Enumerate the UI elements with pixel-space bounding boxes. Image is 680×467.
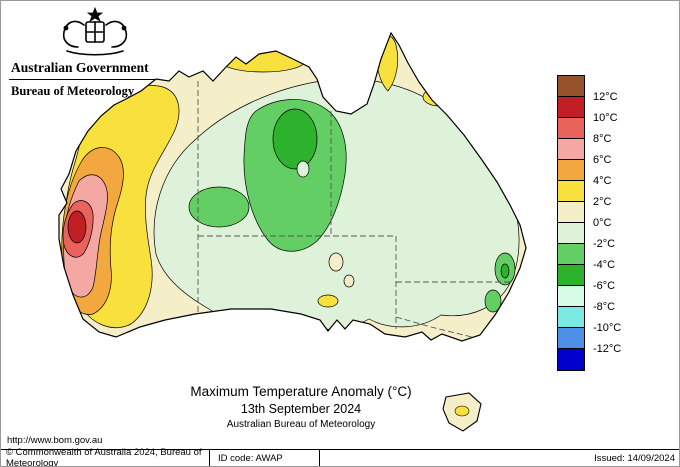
- anomaly-spot-yellow: [422, 87, 456, 107]
- temperature-legend: 12°C 10°C 8°C 6°C 4°C 2°C 0°C -2°C -4°C -6°C -8°C -…: [557, 75, 641, 371]
- legend-swatch: [558, 97, 584, 118]
- anomaly-spot-yellow: [393, 340, 413, 341]
- anomaly-spot-yellow-tasmania: [454, 405, 470, 417]
- footer-issued: Issued: 14/09/2024: [319, 450, 679, 466]
- legend-label: -2°C: [593, 238, 616, 250]
- australia-map-svg: [58, 32, 527, 432]
- map-title: Maximum Temperature Anomaly (°C): [190, 384, 412, 399]
- state-borders: [197, 81, 523, 339]
- anomaly-spot-yellow: [421, 343, 437, 353]
- footer-id-code: ID code: AWAP: [209, 450, 319, 466]
- lake-outline: [296, 160, 310, 178]
- legend-label: 0°C: [593, 217, 612, 229]
- legend-swatch: [558, 181, 584, 202]
- map-caption: Maximum Temperature Anomaly (°C) 13th Se…: [119, 384, 483, 430]
- legend-label: 8°C: [593, 133, 612, 145]
- australia-map: [31, 19, 571, 439]
- legend-swatch: [558, 202, 584, 223]
- legend-swatch: [558, 328, 584, 349]
- legend-label: -4°C: [593, 259, 616, 271]
- legend-swatch: [558, 307, 584, 328]
- legend-swatch: [558, 118, 584, 139]
- legend-swatch: [558, 286, 584, 307]
- anomaly-core-dark-green: [272, 108, 318, 170]
- legend-label: -8°C: [593, 301, 616, 313]
- legend-label: 10°C: [593, 112, 618, 124]
- anomaly-region-green-center: [188, 186, 250, 228]
- legend-bar: [557, 75, 585, 371]
- anomaly-region-green-north: [243, 99, 347, 252]
- coat-of-arms-icon: [62, 6, 128, 56]
- bom-url: http://www.bom.gov.au: [7, 435, 103, 446]
- map-date: 13th September 2024: [240, 402, 362, 416]
- legend-swatch: [558, 244, 584, 265]
- legend-swatch: [558, 160, 584, 181]
- agency-title: Bureau of Meteorology: [11, 84, 135, 98]
- map-attribution: Australian Bureau of Meteorology: [226, 419, 376, 430]
- anomaly-core-dark-red: [67, 210, 87, 244]
- lake-outline: [343, 274, 355, 288]
- anomaly-core-dark-green: [500, 263, 510, 279]
- legend-label: 4°C: [593, 175, 612, 187]
- footer-bar: © Commonwealth of Australia 2024, Bureau…: [1, 447, 679, 467]
- anomaly-spot-yellow: [317, 294, 339, 308]
- legend-labels: 12°C 10°C 8°C 6°C 4°C 2°C 0°C -2°C -4°C -6°C -8°C -…: [557, 75, 641, 371]
- legend-label: -6°C: [593, 280, 616, 292]
- header: Australian Government Bureau of Meteorol…: [9, 5, 181, 99]
- footer-copyright: © Commonwealth of Australia 2024, Bureau…: [6, 447, 202, 467]
- anomaly-spot-yellow: [449, 108, 469, 122]
- legend-label: 2°C: [593, 196, 612, 208]
- anomaly-region-green-east: [484, 289, 502, 313]
- legend-label: -10°C: [593, 322, 622, 334]
- legend-swatch: [558, 76, 584, 97]
- legend-swatch: [558, 223, 584, 244]
- legend-swatch: [558, 349, 584, 370]
- legend-swatch: [558, 139, 584, 160]
- legend-label: 12°C: [593, 91, 618, 103]
- government-title: Australian Government: [9, 59, 157, 80]
- legend-label: -12°C: [593, 343, 622, 355]
- legend-swatch: [558, 265, 584, 286]
- lake-outline: [328, 252, 344, 272]
- legend-label: 6°C: [593, 154, 612, 166]
